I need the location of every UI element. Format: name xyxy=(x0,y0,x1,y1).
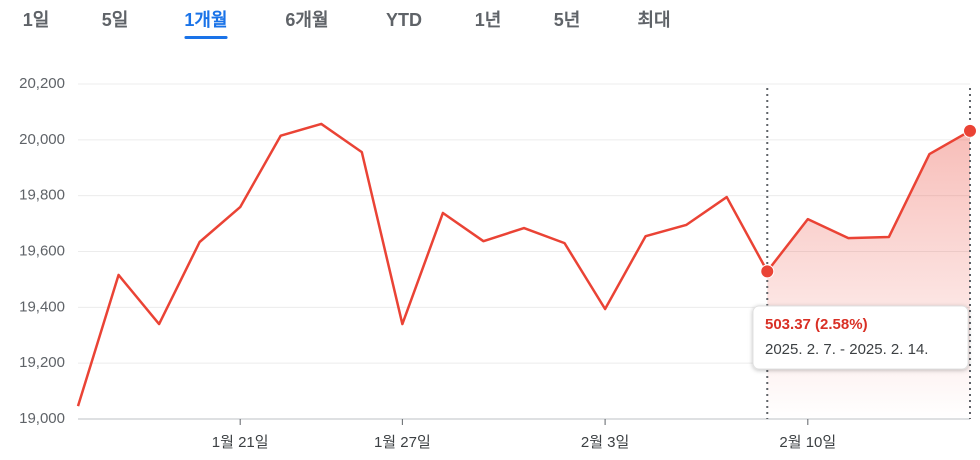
tooltip-change: 503.37 (2.58%) xyxy=(765,316,868,333)
x-tick-label: 1월 27일 xyxy=(374,434,431,451)
range-tab[interactable]: 최대 xyxy=(637,10,670,30)
y-tick-label: 19,200 xyxy=(19,354,65,371)
range-tab[interactable]: YTD xyxy=(386,10,422,30)
y-tick-label: 19,000 xyxy=(19,410,65,427)
price-line xyxy=(76,122,971,407)
range-tab[interactable]: 1년 xyxy=(475,10,502,30)
y-tick-label: 19,800 xyxy=(19,187,65,204)
tooltip: 503.37 (2.58%) 2025. 2. 7. - 2025. 2. 14. xyxy=(752,305,969,370)
y-tick-label: 20,200 xyxy=(19,75,65,92)
x-tick-label: 1월 21일 xyxy=(212,434,269,451)
selection-point xyxy=(760,264,775,279)
tooltip-box xyxy=(752,305,969,370)
tooltip-range: 2025. 2. 7. - 2025. 2. 14. xyxy=(765,341,928,358)
selection-fill xyxy=(767,130,970,419)
tab-underline xyxy=(184,36,228,39)
range-tab[interactable]: 1개월 xyxy=(184,10,227,30)
range-tab[interactable]: 6개월 xyxy=(285,10,328,30)
selection-point xyxy=(963,123,977,138)
y-tick-label: 19,600 xyxy=(19,242,65,259)
range-tab[interactable]: 1일 xyxy=(23,10,50,30)
x-tick-label: 2월 10일 xyxy=(779,434,836,451)
x-tick-label: 2월 3일 xyxy=(581,434,629,451)
y-tick-label: 20,000 xyxy=(19,131,65,148)
y-tick-label: 19,400 xyxy=(19,298,65,315)
range-tab[interactable]: 5년 xyxy=(554,10,581,30)
range-tab[interactable]: 5일 xyxy=(102,10,129,30)
